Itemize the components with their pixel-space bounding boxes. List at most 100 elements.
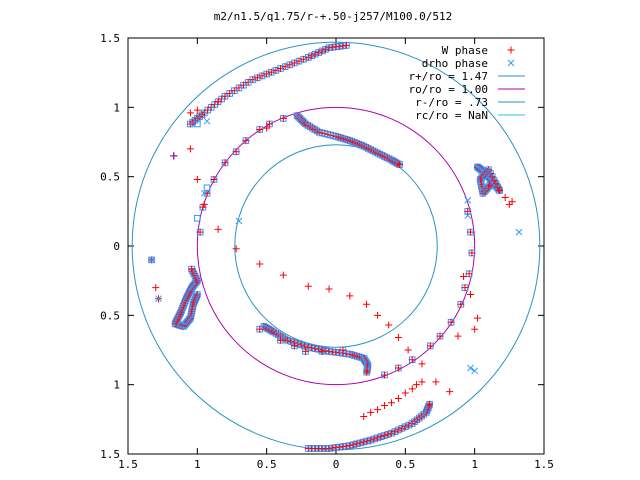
w-band-marker [300,55,308,63]
w-band-marker [258,72,266,80]
w-band-marker [318,47,326,55]
x-tick-label: 1.5 [118,458,138,471]
x-tick-label: 0 [333,458,340,471]
y-tick-label: 1 [113,101,120,114]
drho-phase-point [515,228,523,236]
w-marker [468,249,476,257]
w-band-marker [486,181,494,189]
w-band-marker [485,183,493,191]
w-phase-point [193,175,201,183]
w-band-marker [394,426,402,434]
w-marker [464,207,472,215]
y-axis-ticks: 1.5 1 0.5 0 0.5 1 1.5 [100,32,544,461]
w-band-marker [283,336,291,344]
y-tick-label: 0.5 [100,171,120,184]
w-band-marker [353,440,361,448]
drho-phase-point [464,212,472,219]
w-band-marker [267,68,275,76]
drho-phase-point [148,256,155,264]
w-band-marker [381,432,389,440]
w-band-marker [370,435,378,443]
legend-label: W phase [442,44,488,57]
w-phase-point [471,325,479,333]
w-phase-point [200,200,208,208]
w-phase-point [446,388,454,396]
w-band-marker [249,76,257,84]
w-band-marker [396,161,404,169]
circle-0-73 [234,144,438,348]
w-band-marker [401,423,409,431]
w-marker [301,347,309,355]
w-band-marker [322,347,330,355]
w-marker [242,137,250,145]
w-phase-point [385,321,393,329]
w-marker [318,347,326,355]
w-marker [447,318,455,326]
w-band-marker [363,437,371,445]
w-phase-point [394,395,402,403]
w-phase-point [467,291,475,299]
w-band-marker [253,74,261,82]
w-marker [210,175,218,183]
w-marker [461,284,469,292]
w-phase-point [501,193,509,201]
w-phase-point [408,385,416,393]
w-phase-point [360,413,368,421]
phase-markers [148,41,523,452]
drho-phase-point [464,196,472,204]
w-marker [265,120,273,128]
w-band-marker [349,441,357,449]
w-phase-point [401,389,409,397]
w-phase-point [496,187,504,195]
w-band-marker [188,265,196,273]
w-band-marker [315,49,323,57]
w-marker [256,126,264,134]
drho-phase-point [203,117,211,125]
w-phase-point [214,98,222,106]
w-band-marker [311,50,319,58]
drho-phase-point [155,295,162,303]
w-marker [232,148,240,156]
legend-label: rc/ro = NaN [415,109,488,122]
x-tick-label: 0.5 [395,458,415,471]
w-marker [256,325,264,333]
drho-phase-point [148,256,155,264]
w-band-marker [478,174,486,182]
w-band-marker [374,434,382,442]
w-phase-point [325,285,333,293]
x-axis-ticks: 1.5 1 0.5 0 0.5 1 1.5 [118,38,554,471]
w-phase-point [460,273,468,281]
w-marker [457,300,465,308]
w-phase-point [381,401,389,409]
w-marker [465,270,473,278]
x-tick-label: 0.5 [257,458,277,471]
legend-label: drho phase [422,57,488,70]
w-phase-point [412,381,420,389]
w-phase-point [256,260,264,268]
w-band-marker [387,429,395,437]
w-phase-point [263,124,271,132]
w-phase-point [387,399,395,407]
w-band-marker [377,433,385,441]
w-band-marker [367,436,375,444]
w-phase-point [367,408,375,416]
w-marker [277,336,285,344]
w-band-marker [322,45,330,53]
w-band-marker [346,442,354,450]
w-band-marker [272,66,280,74]
w-marker [196,228,204,236]
drho-phase-point [471,367,479,375]
w-band-marker [295,57,303,65]
w-band-marker [426,400,434,408]
w-phase-point [374,311,382,319]
legend-label: r+/ro = 1.47 [409,70,488,83]
y-tick-label: 1.5 [100,448,120,461]
w-marker [290,342,298,350]
w-phase-point [279,271,287,279]
legend-plus-swatch [507,46,515,54]
drho-phase-point [194,120,201,128]
w-band-marker [277,65,285,73]
drho-phase-point [194,214,201,222]
w-phase-point [186,109,194,117]
